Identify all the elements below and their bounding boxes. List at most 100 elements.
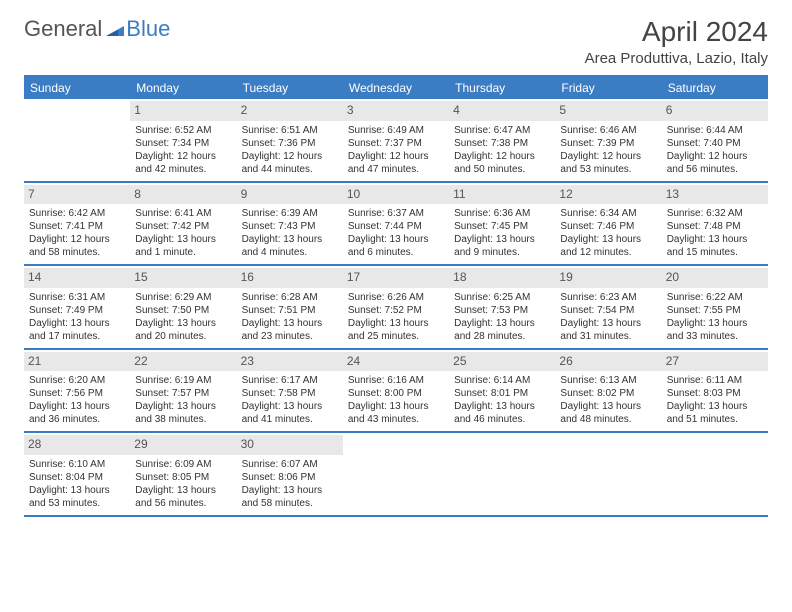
daylight-line: Daylight: 12 hours	[348, 150, 444, 163]
day-number	[343, 435, 449, 455]
day-number: 19	[555, 268, 661, 288]
sunrise-line: Sunrise: 6:10 AM	[29, 458, 125, 471]
daylight-line: Daylight: 13 hours	[29, 484, 125, 497]
daylight-line: Daylight: 13 hours	[29, 317, 125, 330]
day-number: 13	[662, 185, 768, 205]
daylight-line: and 4 minutes.	[242, 246, 338, 259]
day-cell: 14Sunrise: 6:31 AMSunset: 7:49 PMDayligh…	[24, 266, 130, 348]
daylight-line: and 15 minutes.	[667, 246, 763, 259]
dow-header: Sunday	[24, 77, 130, 99]
daylight-line: Daylight: 13 hours	[135, 484, 231, 497]
day-cell: 5Sunrise: 6:46 AMSunset: 7:39 PMDaylight…	[555, 99, 661, 181]
day-cell: 13Sunrise: 6:32 AMSunset: 7:48 PMDayligh…	[662, 183, 768, 265]
day-number	[555, 435, 661, 455]
day-cell: 16Sunrise: 6:28 AMSunset: 7:51 PMDayligh…	[237, 266, 343, 348]
daylight-line: and 44 minutes.	[242, 163, 338, 176]
day-number	[449, 435, 555, 455]
daylight-line: Daylight: 13 hours	[348, 400, 444, 413]
daylight-line: Daylight: 13 hours	[29, 400, 125, 413]
day-cell: 1Sunrise: 6:52 AMSunset: 7:34 PMDaylight…	[130, 99, 236, 181]
sunset-line: Sunset: 8:05 PM	[135, 471, 231, 484]
sunrise-line: Sunrise: 6:42 AM	[29, 207, 125, 220]
day-cell-empty	[662, 433, 768, 515]
day-number	[662, 435, 768, 455]
day-cell-empty	[449, 433, 555, 515]
day-number: 10	[343, 185, 449, 205]
daylight-line: and 23 minutes.	[242, 330, 338, 343]
day-number: 4	[449, 101, 555, 121]
daylight-line: and 42 minutes.	[135, 163, 231, 176]
daylight-line: and 17 minutes.	[29, 330, 125, 343]
daylight-line: and 12 minutes.	[560, 246, 656, 259]
week-row: 14Sunrise: 6:31 AMSunset: 7:49 PMDayligh…	[24, 266, 768, 350]
day-cell: 2Sunrise: 6:51 AMSunset: 7:36 PMDaylight…	[237, 99, 343, 181]
sunset-line: Sunset: 7:34 PM	[135, 137, 231, 150]
daylight-line: and 56 minutes.	[135, 497, 231, 510]
day-number: 21	[24, 352, 130, 372]
day-cell: 24Sunrise: 6:16 AMSunset: 8:00 PMDayligh…	[343, 350, 449, 432]
sunset-line: Sunset: 8:04 PM	[29, 471, 125, 484]
sunrise-line: Sunrise: 6:17 AM	[242, 374, 338, 387]
sunset-line: Sunset: 7:41 PM	[29, 220, 125, 233]
daylight-line: Daylight: 12 hours	[454, 150, 550, 163]
daylight-line: Daylight: 13 hours	[242, 484, 338, 497]
day-cell: 27Sunrise: 6:11 AMSunset: 8:03 PMDayligh…	[662, 350, 768, 432]
daylight-line: and 50 minutes.	[454, 163, 550, 176]
day-number: 20	[662, 268, 768, 288]
day-number: 27	[662, 352, 768, 372]
sunset-line: Sunset: 7:44 PM	[348, 220, 444, 233]
day-number: 29	[130, 435, 236, 455]
daylight-line: Daylight: 13 hours	[348, 233, 444, 246]
sunrise-line: Sunrise: 6:13 AM	[560, 374, 656, 387]
week-row: 7 Sunrise: 6:42 AMSunset: 7:41 PM Daylight…	[24, 183, 768, 267]
daylight-line: and 33 minutes.	[667, 330, 763, 343]
sunset-line: Sunset: 7:55 PM	[667, 304, 763, 317]
day-cell: 30Sunrise: 6:07 AMSunset: 8:06 PMDayligh…	[237, 433, 343, 515]
sunrise-line: Sunrise: 6:11 AM	[667, 374, 763, 387]
day-number: 15	[130, 268, 236, 288]
sunrise-line: Sunrise: 6:31 AM	[29, 291, 125, 304]
sunrise-line: Sunrise: 6:14 AM	[454, 374, 550, 387]
daylight-line: Daylight: 13 hours	[242, 400, 338, 413]
daylight-line: Daylight: 13 hours	[135, 400, 231, 413]
day-cell: 28 Sunrise: 6:10 AMSunset: 8:04 PMDayligh…	[24, 433, 130, 515]
daylight-line: and 58 minutes.	[29, 246, 125, 259]
day-number: 26	[555, 352, 661, 372]
daylight-line: and 56 minutes.	[667, 163, 763, 176]
sunset-line: Sunset: 7:48 PM	[667, 220, 763, 233]
day-number: 22	[130, 352, 236, 372]
day-number: 1	[130, 101, 236, 121]
dow-header: Thursday	[449, 77, 555, 99]
day-cell: 3Sunrise: 6:49 AMSunset: 7:37 PMDaylight…	[343, 99, 449, 181]
sunrise-line: Sunrise: 6:25 AM	[454, 291, 550, 304]
sunrise-line: Sunrise: 6:29 AM	[135, 291, 231, 304]
day-number	[24, 101, 130, 121]
dow-header: Saturday	[662, 77, 768, 99]
sunset-line: Sunset: 7:42 PM	[135, 220, 231, 233]
dow-header: Wednesday	[343, 77, 449, 99]
daylight-line: and 41 minutes.	[242, 413, 338, 426]
day-cell: 17Sunrise: 6:26 AMSunset: 7:52 PMDayligh…	[343, 266, 449, 348]
daylight-line: Daylight: 13 hours	[135, 317, 231, 330]
calendar: SundayMondayTuesdayWednesdayThursdayFrid…	[24, 75, 768, 517]
day-number: 7	[24, 185, 130, 205]
sunset-line: Sunset: 7:38 PM	[454, 137, 550, 150]
sunrise-line: Sunrise: 6:52 AM	[135, 124, 231, 137]
day-cell: 12Sunrise: 6:34 AMSunset: 7:46 PMDayligh…	[555, 183, 661, 265]
sunrise-line: Sunrise: 6:09 AM	[135, 458, 231, 471]
sunset-line: Sunset: 8:03 PM	[667, 387, 763, 400]
day-cell: 21Sunrise: 6:20 AMSunset: 7:56 PMDayligh…	[24, 350, 130, 432]
daylight-line: Daylight: 13 hours	[560, 400, 656, 413]
sunrise-line: Sunrise: 6:47 AM	[454, 124, 550, 137]
logo-part2: Blue	[126, 16, 170, 42]
daylight-line: Daylight: 13 hours	[454, 233, 550, 246]
daylight-line: and 31 minutes.	[560, 330, 656, 343]
sunset-line: Sunset: 7:56 PM	[29, 387, 125, 400]
sunrise-line: Sunrise: 6:49 AM	[348, 124, 444, 137]
daylight-line: Daylight: 13 hours	[667, 233, 763, 246]
daylight-line: and 53 minutes.	[29, 497, 125, 510]
sunrise-line: Sunrise: 6:23 AM	[560, 291, 656, 304]
daylight-line: and 28 minutes.	[454, 330, 550, 343]
day-number: 28	[24, 435, 130, 455]
day-number: 30	[237, 435, 343, 455]
